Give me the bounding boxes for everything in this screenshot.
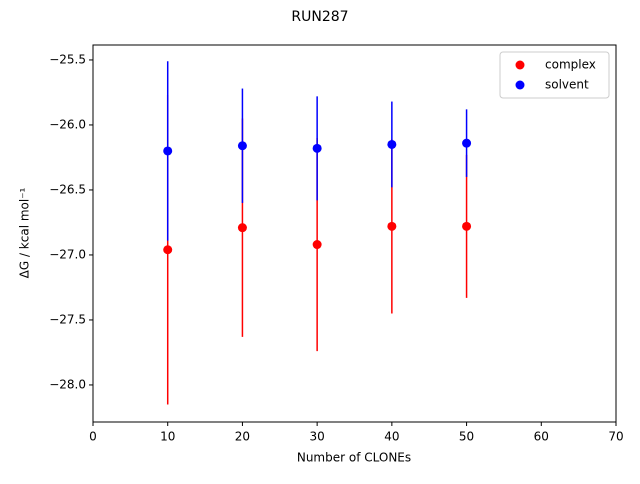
x-tick-label: 10 [160, 430, 175, 444]
x-tick-label: 70 [608, 430, 623, 444]
x-tick-label: 60 [534, 430, 549, 444]
point [387, 139, 397, 149]
x-axis-label: Number of CLONEs [297, 451, 411, 465]
legend-marker [515, 80, 525, 90]
point [387, 221, 397, 231]
point [237, 141, 247, 151]
x-tick-label: 0 [89, 430, 97, 444]
y-tick-label: −26.0 [49, 117, 86, 131]
point [462, 138, 472, 148]
x-tick-label: 50 [459, 430, 474, 444]
point [462, 221, 472, 231]
x-tick-label: 30 [310, 430, 325, 444]
point [312, 240, 322, 250]
y-tick-label: −27.5 [49, 312, 86, 326]
point [237, 223, 247, 233]
x-tick-label: 20 [235, 430, 250, 444]
y-tick-label: −26.5 [49, 182, 86, 196]
chart-title: RUN287 [291, 9, 348, 25]
point [163, 146, 173, 156]
legend-label: complex [545, 58, 596, 72]
legend-marker [515, 60, 525, 70]
point [312, 143, 322, 153]
y-tick-label: −25.5 [49, 52, 86, 66]
legend-box [499, 51, 610, 99]
legend-label: solvent [545, 78, 589, 92]
y-tick-label: −28.0 [49, 377, 86, 391]
plot-frame [92, 44, 617, 423]
point [163, 245, 173, 255]
y-axis-label: ΔG / kcal mol⁻¹ [18, 187, 32, 278]
x-tick-label: 40 [384, 430, 399, 444]
y-tick-label: −27.0 [49, 247, 86, 261]
